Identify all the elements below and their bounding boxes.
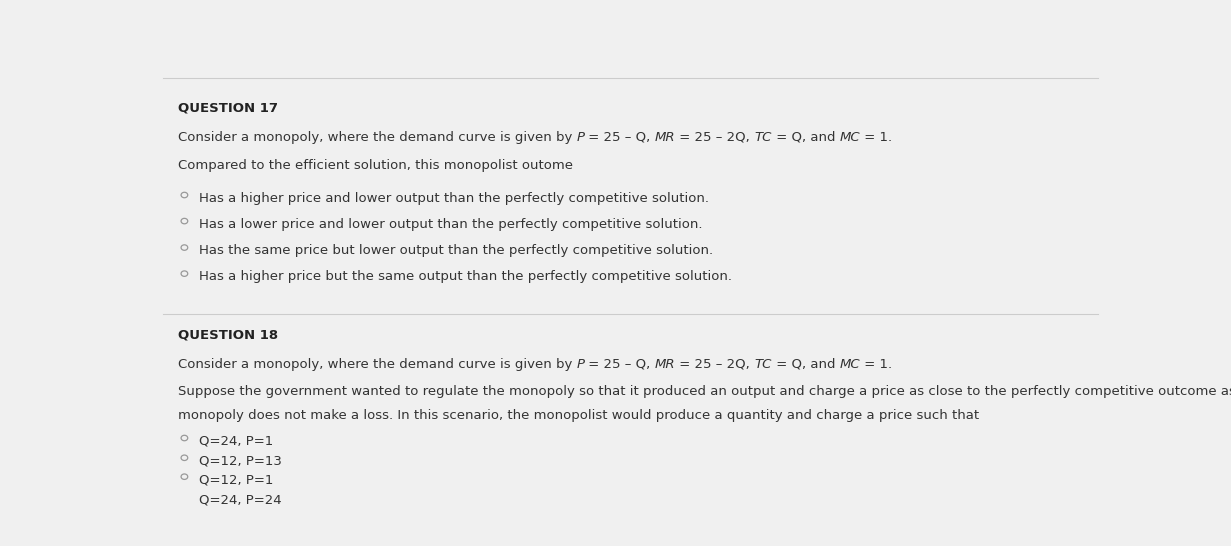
Text: Consider a monopoly, where the demand curve is given by: Consider a monopoly, where the demand cu… — [177, 130, 576, 144]
Text: monopoly does not make a loss. In this scenario, the monopolist would produce a : monopoly does not make a loss. In this s… — [177, 410, 979, 423]
Text: QUESTION 17: QUESTION 17 — [177, 101, 278, 114]
Text: Compared to the efficient solution, this monopolist outome: Compared to the efficient solution, this… — [177, 159, 572, 172]
Text: Has a lower price and lower output than the perfectly competitive solution.: Has a lower price and lower output than … — [198, 218, 702, 231]
Text: = 25 – 2Q,: = 25 – 2Q, — [676, 130, 755, 144]
Text: P: P — [576, 130, 585, 144]
Text: Has a higher price and lower output than the perfectly competitive solution.: Has a higher price and lower output than… — [198, 192, 709, 205]
Text: = 25 – Q,: = 25 – Q, — [585, 130, 655, 144]
Text: Suppose the government wanted to regulate the monopoly so that it produced an ou: Suppose the government wanted to regulat… — [177, 385, 1231, 398]
Text: = Q, and: = Q, and — [772, 130, 840, 144]
Text: Has the same price but lower output than the perfectly competitive solution.: Has the same price but lower output than… — [198, 244, 713, 257]
Text: TC: TC — [755, 130, 772, 144]
Text: Consider a monopoly, where the demand curve is given by: Consider a monopoly, where the demand cu… — [177, 358, 576, 371]
Text: MR: MR — [655, 130, 676, 144]
Text: QUESTION 18: QUESTION 18 — [177, 328, 278, 341]
Text: Q=12, P=1: Q=12, P=1 — [198, 473, 273, 486]
Text: Q=24, P=24: Q=24, P=24 — [198, 494, 282, 507]
Text: = 1.: = 1. — [860, 130, 892, 144]
Text: = 25 – 2Q,: = 25 – 2Q, — [676, 358, 755, 371]
Text: Has a higher price but the same output than the perfectly competitive solution.: Has a higher price but the same output t… — [198, 270, 731, 283]
Text: Q=24, P=1: Q=24, P=1 — [198, 435, 273, 448]
Text: = Q, and: = Q, and — [772, 358, 840, 371]
Text: TC: TC — [755, 358, 772, 371]
Text: MR: MR — [655, 358, 676, 371]
Text: = 25 – Q,: = 25 – Q, — [585, 358, 655, 371]
Text: = 1.: = 1. — [860, 358, 892, 371]
Text: MC: MC — [840, 130, 860, 144]
Text: P: P — [576, 358, 585, 371]
Text: MC: MC — [840, 358, 860, 371]
Text: Q=12, P=13: Q=12, P=13 — [198, 454, 282, 467]
